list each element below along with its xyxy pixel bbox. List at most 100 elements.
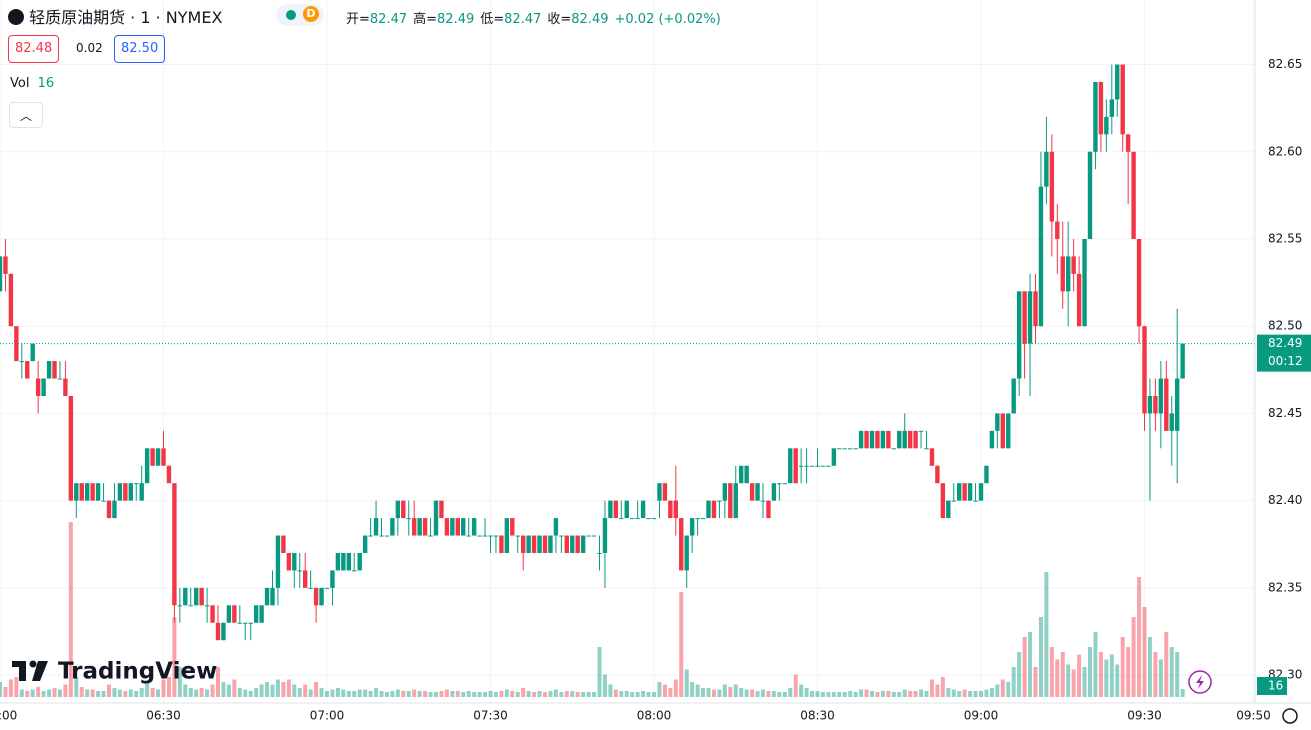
volume-bar: [128, 689, 133, 697]
candle-body: [112, 500, 117, 519]
volume-bar: [564, 691, 569, 697]
volume-bar: [1082, 667, 1087, 697]
candle-body: [226, 605, 232, 623]
candle-body: [657, 483, 662, 501]
settings-button[interactable]: [1282, 708, 1298, 724]
candle-body: [897, 430, 902, 449]
volume-bar: [368, 691, 373, 697]
candle-body: [1082, 238, 1087, 327]
candle-body: [1120, 64, 1125, 135]
volume-bar: [739, 688, 744, 697]
volume-bar: [995, 684, 1000, 697]
volume-bar: [602, 674, 607, 697]
volume-bar: [123, 691, 128, 697]
candle-body: [798, 465, 804, 467]
volume-bar: [570, 691, 575, 697]
volume-bar: [586, 692, 591, 697]
candle-body: [74, 483, 79, 501]
volume-bar: [979, 691, 983, 697]
candle-body: [243, 622, 248, 624]
candle-body: [52, 361, 57, 379]
lightning-icon: [1196, 675, 1204, 689]
volume-bar: [880, 691, 885, 697]
volume-bar: [766, 691, 771, 697]
volume-bar: [504, 689, 509, 697]
volume-bar: [1098, 652, 1103, 697]
candle-body: [8, 273, 14, 327]
candle-body: [951, 500, 956, 502]
candle-body: [444, 518, 450, 536]
volume-bar: [265, 682, 270, 697]
volume-bar: [526, 691, 531, 697]
volume-bar: [646, 692, 651, 697]
volume-bar: [232, 679, 237, 697]
volume-bar: [793, 674, 798, 697]
volume-bar: [1038, 617, 1043, 697]
candle-body: [880, 430, 886, 449]
status-pill[interactable]: D: [276, 4, 324, 26]
candle-body: [1027, 291, 1033, 344]
ask-price[interactable]: 82.50: [114, 35, 166, 63]
candle-body: [989, 430, 995, 449]
candle-body: [684, 535, 689, 571]
candle-body: [619, 518, 624, 520]
ohlc-value: 82.47: [504, 12, 542, 27]
x-tick-label: 07:30: [473, 709, 508, 723]
bid-price[interactable]: 82.48: [8, 35, 60, 63]
candle-body: [793, 448, 798, 484]
volume-bar: [379, 691, 384, 697]
candle-body: [1071, 256, 1076, 274]
candle-body: [319, 587, 324, 606]
candle-body: [570, 535, 575, 553]
volume-bar: [423, 691, 428, 697]
volume-pane: [0, 522, 1185, 697]
candle-body: [858, 430, 864, 449]
candle-body: [848, 448, 853, 450]
candle-body: [553, 518, 559, 536]
y-tick-label: 82.50: [1268, 319, 1302, 333]
candle-body: [128, 483, 133, 501]
candle-body: [172, 483, 177, 606]
candle-body: [330, 570, 335, 588]
candle-body: [1066, 256, 1071, 292]
candle-body: [308, 587, 313, 589]
candle-body: [597, 552, 602, 554]
candle-body: [826, 465, 831, 467]
volume-bar: [913, 691, 918, 697]
volume-bar: [619, 691, 624, 697]
candle-body: [253, 605, 259, 623]
candle-body: [264, 587, 270, 606]
candle-body: [183, 587, 188, 606]
volume-bar: [1060, 652, 1065, 697]
delay-badge: D: [303, 6, 319, 22]
candle-body: [248, 622, 253, 624]
candle-body: [199, 587, 204, 606]
symbol-icon: [8, 9, 24, 25]
volume-bar: [929, 679, 934, 697]
volume-bar: [957, 691, 962, 697]
candle-body: [771, 483, 777, 501]
volume-bar: [292, 684, 297, 697]
last-price-label: 82.49: [1268, 336, 1302, 350]
volume-bar: [870, 691, 874, 697]
volume-bar: [820, 692, 825, 697]
candle-body: [1087, 151, 1093, 239]
candle-body: [1109, 99, 1114, 117]
volume-bar: [1131, 617, 1136, 697]
volume-bar: [352, 691, 357, 697]
candle-body: [1016, 291, 1022, 379]
logo-shape: [32, 661, 48, 681]
candle-body: [739, 465, 744, 484]
volume-bar: [390, 691, 395, 697]
volume-bar: [641, 691, 646, 697]
grid: [0, 0, 1255, 703]
candle-body: [1115, 64, 1120, 100]
candle-body: [1049, 151, 1055, 222]
candle-body: [651, 518, 657, 520]
volume-bar: [101, 691, 106, 697]
candle-body: [1158, 378, 1164, 414]
candle-body: [63, 378, 68, 396]
logo-text: TradingView: [58, 659, 217, 685]
volume-bar: [145, 682, 150, 697]
collapse-button[interactable]: ︿: [9, 102, 43, 128]
